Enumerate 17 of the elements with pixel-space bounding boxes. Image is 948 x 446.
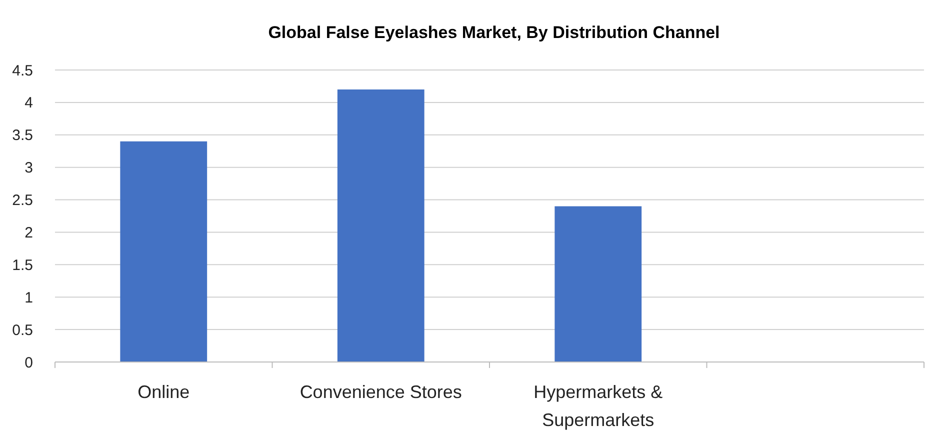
y-tick-label: 2.5 (12, 192, 33, 210)
y-tick-label: 1.5 (12, 256, 33, 274)
y-tick-label: 0 (24, 354, 33, 372)
y-tick-label: 3 (24, 160, 33, 177)
y-tick-label: 3.5 (12, 127, 33, 144)
y-tick-label: 4.5 (12, 62, 33, 80)
x-tick-label: Hypermarkets & Supermarkets (534, 382, 663, 430)
x-tick-label: Online (138, 382, 190, 402)
chart-title: Global False Eyelashes Market, By Distribution Channel (268, 23, 720, 42)
bar (554, 206, 642, 362)
x-tick-label: Convenience Stores (300, 382, 462, 402)
y-tick-label: 1 (24, 289, 33, 306)
y-tick-label: 2 (24, 224, 33, 242)
bar (337, 89, 424, 362)
bar (120, 141, 208, 362)
y-tick-label: 4 (24, 94, 33, 112)
y-tick-label: 0.5 (12, 322, 33, 339)
